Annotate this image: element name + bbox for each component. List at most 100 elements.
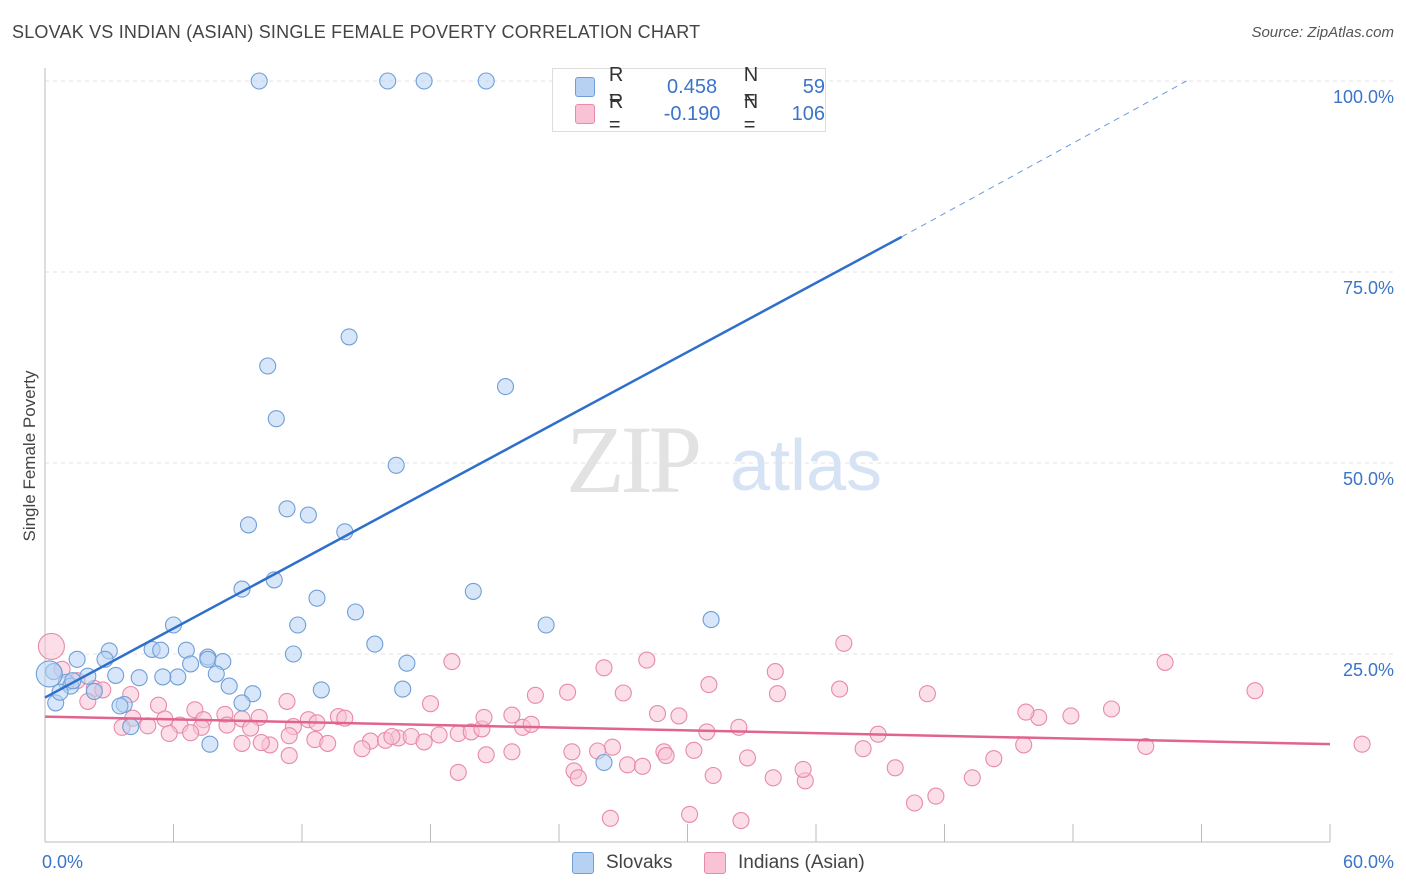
legend-row-slovaks: R = 0.458 N = 59 [575,64,825,109]
slovaks-point [259,357,277,375]
indians-point [1062,707,1080,725]
slovaks-point [239,516,258,534]
indians-point [1137,737,1155,755]
indians-trend-line [44,715,1331,746]
slovaks-point [85,682,103,700]
indians-point [657,747,675,765]
indians-point [886,759,904,777]
slovaks-point [394,680,412,698]
slovaks-point [207,665,225,683]
slovaks-point [289,616,307,634]
indians-point [638,651,656,669]
indians-point [730,718,748,736]
indians-point [614,684,632,702]
indians-point [160,724,178,743]
indians-point [503,706,521,724]
legend-r-value: 0.458 [667,75,718,98]
indians-point [985,750,1003,768]
slovaks-point [169,668,187,686]
indians-point [1353,735,1371,753]
legend-r-label: R = [608,91,624,136]
indians-point [1156,653,1174,671]
indians-point [732,812,750,830]
slovaks-point [182,655,200,673]
indians-point [1017,703,1035,721]
slovaks-point [415,72,433,90]
indians-point [618,756,637,774]
indians-points [37,632,1371,830]
indians-point [475,708,493,726]
indians-point [918,685,936,703]
legend-r-value: -0.190 [663,102,721,125]
watermark-atlas: atlas [730,426,882,506]
slovaks-point [250,72,268,90]
slovaks-point [387,456,405,474]
legend-label-slovaks: Slovaks [606,852,673,873]
slovaks-point [68,650,86,668]
slovaks-point [312,681,330,699]
indians-point [37,632,65,660]
trend-lines [44,80,1331,746]
indians-point [685,741,703,759]
slovaks-point [284,645,302,663]
slovaks-point [130,669,148,687]
indians-point [603,738,622,756]
indians-point [430,726,448,744]
watermark: ZIP atlas [566,406,882,513]
indians-point [595,659,613,677]
indians-point [766,663,784,681]
slovaks-point [233,694,251,712]
chart-source: Source: ZipAtlas.com [1251,24,1394,41]
indians-point [648,705,667,723]
slovaks-point [299,506,317,524]
indians-point [794,760,812,778]
watermark-zip: ZIP [566,406,699,513]
indians-point [278,692,296,710]
gridlines [45,80,1395,655]
slovaks-trend-extension [901,80,1187,238]
slovaks-point [278,500,296,518]
indians-point [415,733,433,751]
indians-point [764,769,782,787]
legend-item-slovaks[interactable]: Slovaks [572,852,673,874]
slovaks-point [496,378,515,396]
indians-point [905,794,924,812]
indians-point [252,734,270,752]
indians-point [963,769,981,787]
slovaks-point [595,753,613,772]
indians-point [738,749,757,767]
legend-swatch-slovaks [575,77,595,97]
axes [44,68,1331,843]
indians-point [569,769,587,787]
indians-point [242,719,260,737]
slovaks-point [346,603,365,621]
slovaks-point [107,666,125,684]
indians-point [503,743,521,761]
x-tick-label-max: 60.0% [1342,852,1394,872]
indians-point [353,740,371,758]
indians-point [477,746,495,764]
legend-label-indians: Indians (Asian) [738,852,865,873]
legend-item-indians[interactable]: Indians (Asian) [704,852,865,874]
slovaks-point [201,735,219,753]
slovaks-point [308,589,326,607]
legend-r-label: R = [608,64,624,109]
legend-n-label: N = [743,64,759,109]
slovaks-trend-line [44,235,903,699]
slovaks-point [220,677,238,695]
indians-point [831,680,849,698]
legend-swatch-indians [704,852,726,874]
y-tick-label-25: 25.0% [1342,660,1394,680]
indians-point [319,734,337,752]
legend-n-value: 59 [802,75,825,98]
slovaks-point [199,650,217,668]
indians-point [700,676,718,694]
indians-point [633,757,652,775]
series-legend: Slovaks Indians (Asian) [0,852,1406,878]
chart-title: SLOVAK VS INDIAN (ASIAN) SINGLE FEMALE P… [12,22,701,42]
indians-point [768,685,787,703]
indians-point [421,695,440,713]
slovaks-point [154,668,172,686]
y-tick-label-100: 100.0% [1332,87,1394,107]
indians-point [927,787,945,805]
